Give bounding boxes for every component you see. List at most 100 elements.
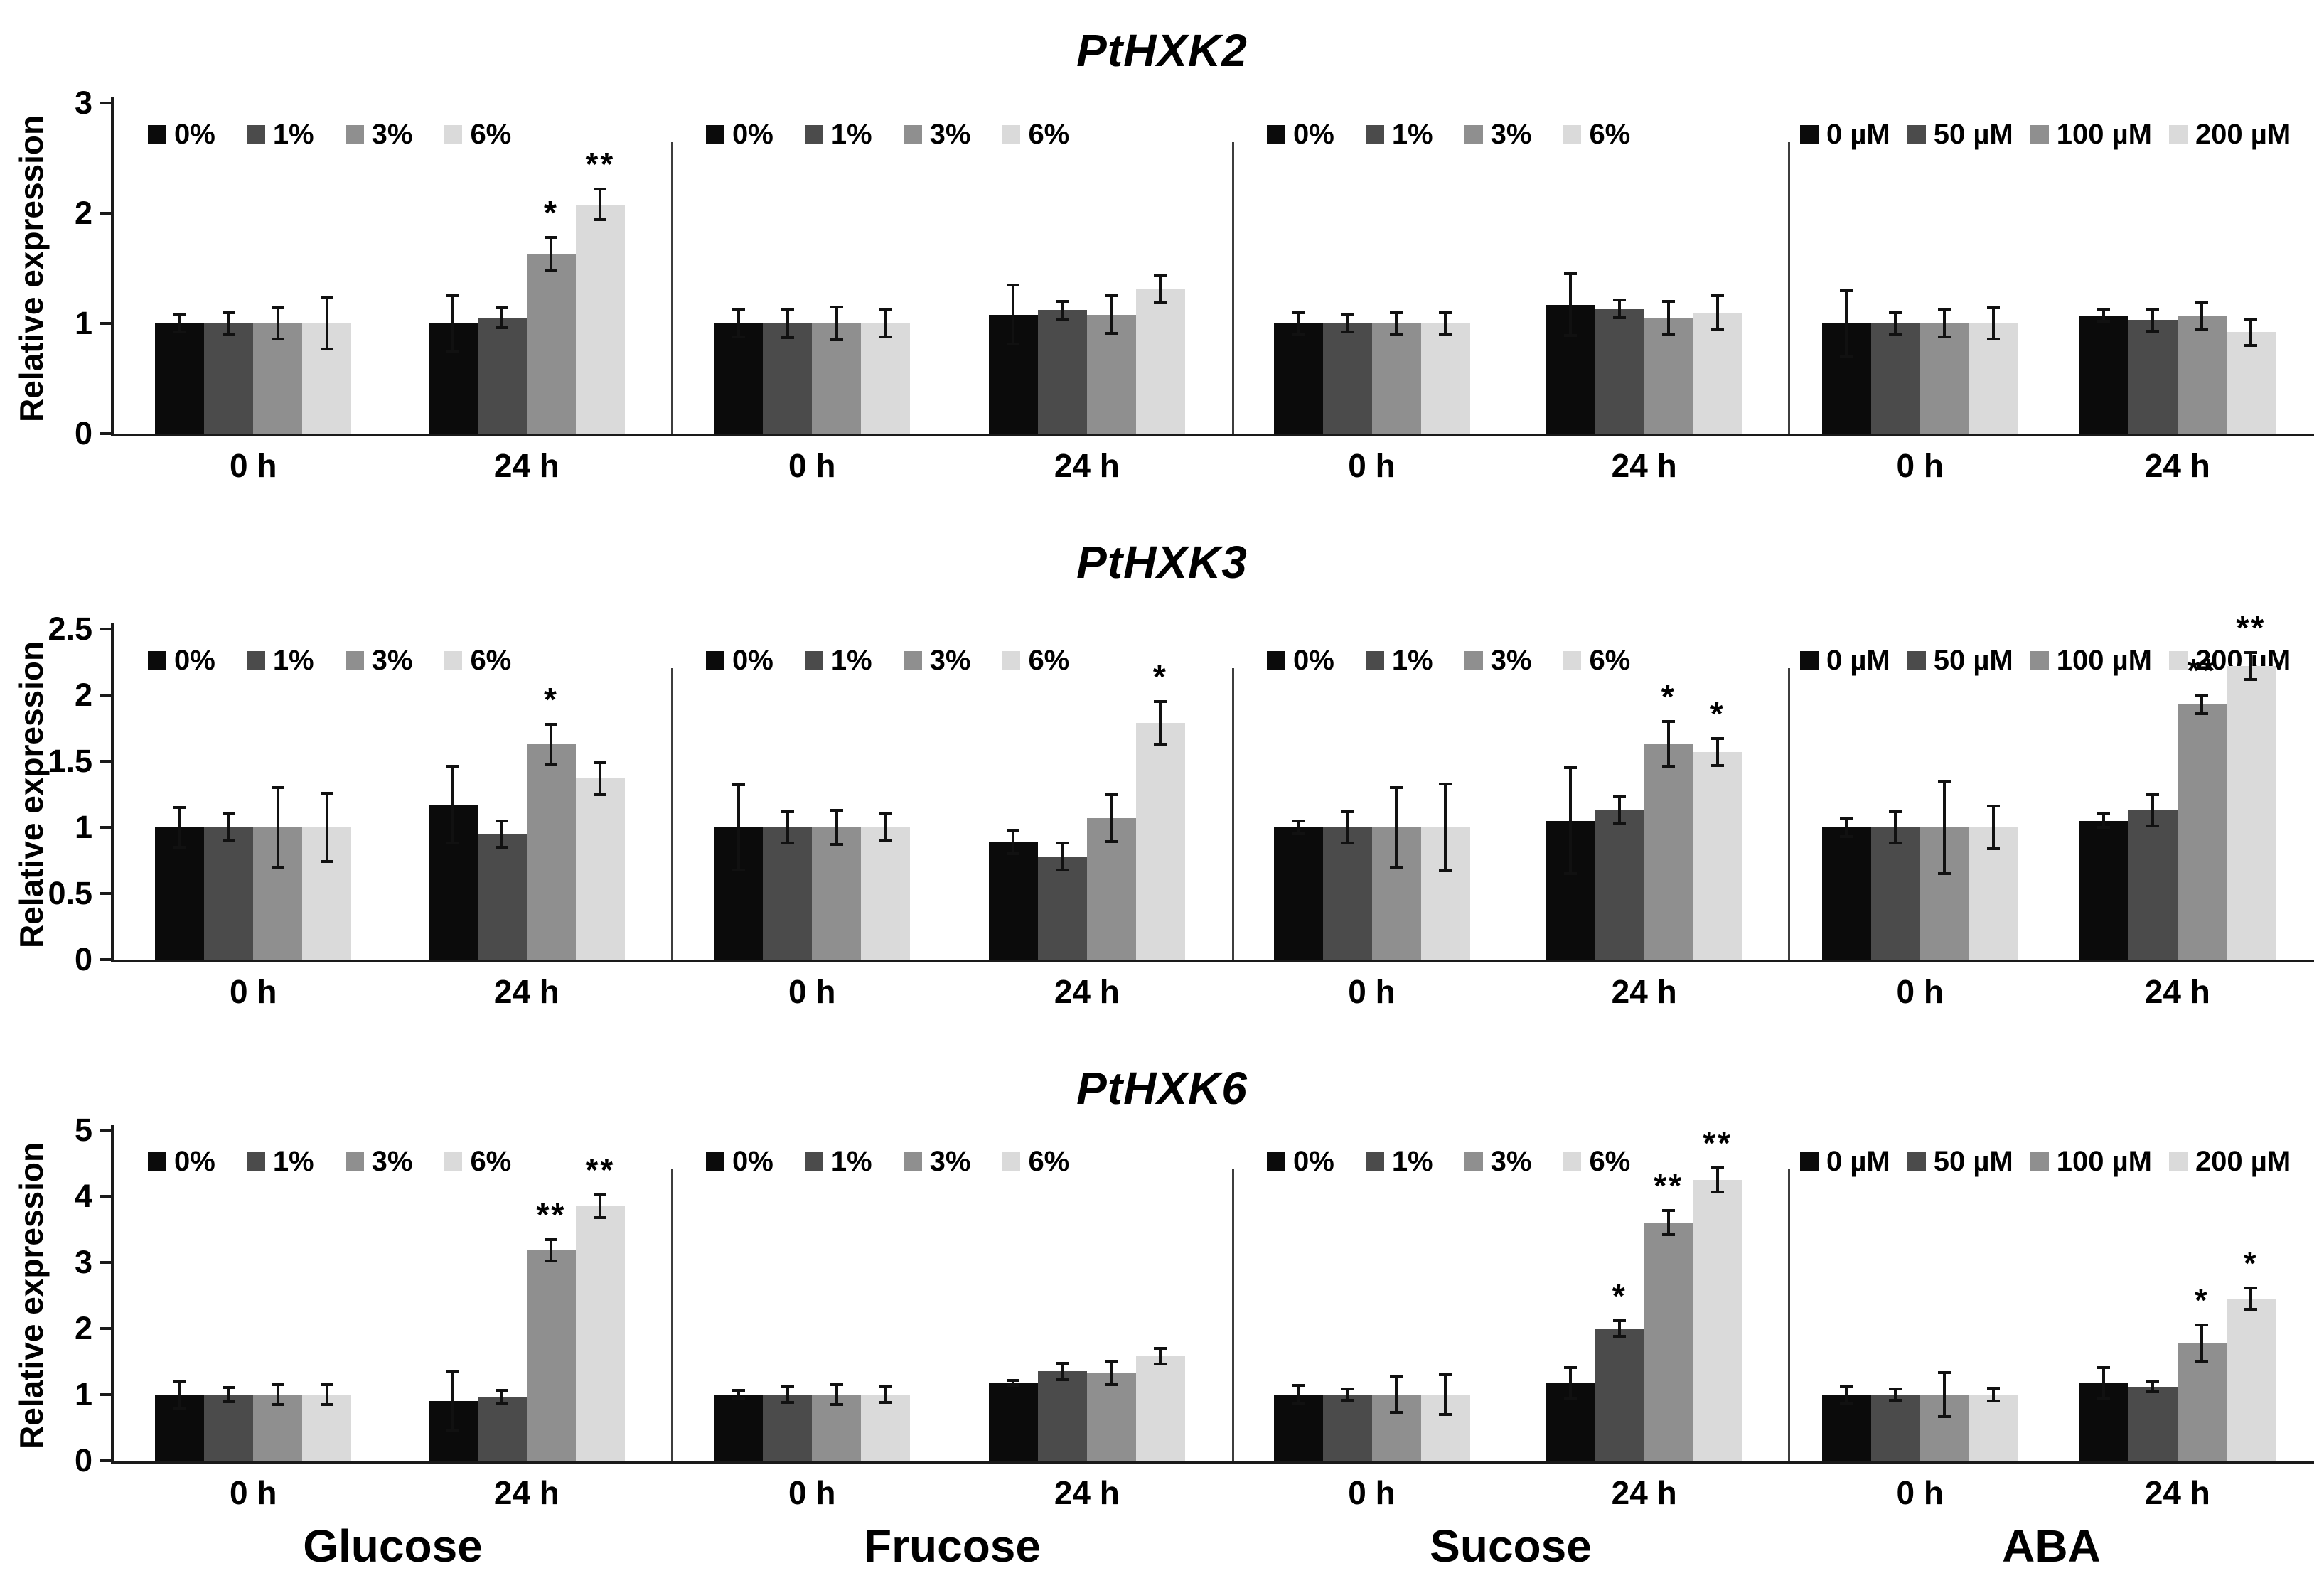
error-bar — [1894, 811, 1897, 844]
x-category-label: 0 h — [230, 973, 277, 1010]
error-bar-top-cap — [1938, 1371, 1951, 1375]
error-bar-bottom-cap — [1390, 333, 1403, 336]
error-bar — [1444, 312, 1447, 335]
error-bar-bottom-cap — [446, 1429, 460, 1433]
error-bar — [786, 308, 789, 338]
legend-swatch-icon — [246, 125, 265, 144]
panel-Sucose: 0% 1% 3% 6% — [1232, 103, 1789, 434]
bar-slot — [1273, 1130, 1323, 1461]
bar-group-24 h: * ** ** — [1546, 1127, 1742, 1461]
error-bar-top-cap — [1889, 311, 1902, 314]
legend-label: 3% — [371, 645, 413, 676]
legend-item: 1% — [246, 646, 314, 675]
bar-0% — [155, 323, 205, 434]
bar-group-24 h — [988, 103, 1185, 434]
panel-Glucose: 0% 1% 3% 6% ** ** — [114, 1130, 672, 1461]
legend-label: 0% — [174, 1146, 215, 1177]
legend-item: 0% — [706, 120, 773, 149]
error-bar-bottom-cap — [1987, 337, 2001, 340]
bar-1% — [1037, 310, 1087, 434]
bar-slot: ** — [2177, 629, 2227, 960]
error-bar — [737, 1390, 740, 1399]
error-bar-top-cap — [173, 313, 186, 316]
error-bar-bottom-cap — [1613, 1335, 1627, 1338]
legend-item: 3% — [1464, 646, 1531, 675]
bar-1% — [1595, 308, 1644, 434]
bar-slot — [155, 103, 205, 434]
legend-label: 0 µM — [1826, 1146, 1890, 1177]
legend: 0% 1% 3% 6% — [706, 1147, 1069, 1176]
error-bar-bottom-cap — [271, 337, 284, 340]
error-bar-top-cap — [2244, 317, 2258, 321]
legend-swatch-icon — [706, 651, 724, 670]
legend-item: 200 µM — [2168, 120, 2291, 149]
legend-item: 1% — [1365, 120, 1433, 149]
error-bar — [1346, 314, 1349, 333]
bar-1% — [204, 1395, 254, 1461]
error-bar-bottom-cap — [1105, 331, 1118, 335]
error-bar-bottom-cap — [2195, 327, 2209, 331]
error-bar — [550, 1240, 553, 1262]
error-bar-bottom-cap — [2244, 677, 2258, 681]
bar-slot — [253, 629, 303, 960]
legend-swatch-icon — [1002, 651, 1021, 670]
error-bar-top-cap — [1613, 795, 1627, 799]
error-bar — [550, 237, 553, 271]
legend-label: 3% — [371, 119, 413, 150]
bar-3% — [526, 744, 576, 960]
error-bar-top-cap — [271, 306, 284, 310]
legend-label: 1% — [830, 1146, 872, 1177]
error-bar-bottom-cap — [1711, 763, 1725, 767]
error-bar — [1444, 783, 1447, 871]
bar-slot — [988, 103, 1038, 434]
error-bar-bottom-cap — [2244, 1308, 2258, 1311]
legend-item: 0% — [1267, 120, 1334, 149]
y-axis-tick-label: 3 — [74, 1244, 92, 1280]
error-bar-top-cap — [1662, 720, 1676, 724]
bar-group-24 h: * — [988, 629, 1185, 960]
bar-slot — [2226, 103, 2276, 434]
legend-item: 1% — [804, 646, 872, 675]
bar-1% — [1037, 856, 1087, 960]
bar-slot — [861, 629, 911, 960]
bar-slot — [861, 103, 911, 434]
bar-group-0 h — [1821, 629, 2018, 960]
error-bar-bottom-cap — [1390, 865, 1403, 869]
legend-item: 6% — [1563, 646, 1630, 675]
bar-slot — [253, 1130, 303, 1461]
y-axis-tick-label: 0 — [74, 941, 92, 977]
bar-group-24 h — [1546, 103, 1742, 434]
error-bar — [1845, 818, 1848, 837]
legend-swatch-icon — [444, 1152, 463, 1171]
y-axis-tick — [100, 892, 111, 895]
bar-6% — [861, 1395, 911, 1461]
bar-group-0 h — [714, 629, 911, 960]
bar-group-0 h — [1821, 1130, 2018, 1461]
legend-label: 100 µM — [2056, 119, 2152, 150]
error-bar-top-cap — [1007, 1378, 1020, 1382]
error-bar — [599, 188, 602, 220]
x-category-label: 24 h — [493, 973, 559, 1010]
legend-label: 6% — [470, 1146, 512, 1177]
bar-slot: ** — [575, 103, 625, 434]
legend-label: 1% — [1391, 645, 1433, 676]
error-bar-bottom-cap — [1105, 1383, 1118, 1387]
legend-label: 0% — [1293, 1146, 1334, 1177]
panel-Glucose: 0% 1% 3% 6% * ** — [114, 103, 672, 434]
error-bar — [451, 766, 455, 844]
error-bar — [2102, 310, 2106, 321]
bar-0% — [1273, 323, 1323, 434]
legend-item: 3% — [345, 645, 413, 676]
bar-slot — [1870, 1130, 1920, 1461]
error-bar-bottom-cap — [1711, 1190, 1725, 1193]
y-axis-tick — [100, 694, 111, 697]
error-bar — [1297, 1385, 1300, 1405]
bar-6% — [1693, 751, 1742, 960]
bar-slot — [1322, 629, 1372, 960]
error-bar — [1943, 310, 1947, 337]
y-axis-tick — [100, 1327, 111, 1330]
panel-ABA: 0 µM 50 µM 100 µM 200 µM — [1788, 103, 2314, 434]
error-bar-top-cap — [2097, 308, 2111, 312]
legend-swatch-icon — [1800, 651, 1819, 670]
error-bar — [1569, 768, 1573, 874]
